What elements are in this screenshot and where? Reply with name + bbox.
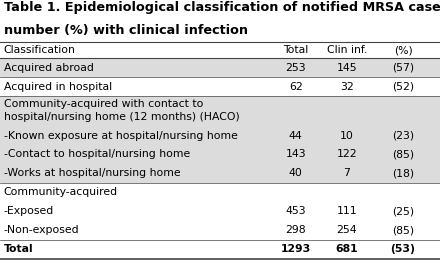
Text: (%): (%) [394, 45, 412, 55]
Text: 10: 10 [340, 131, 354, 140]
Text: -Non-exposed: -Non-exposed [4, 225, 79, 235]
Text: (52): (52) [392, 82, 414, 92]
Text: 7: 7 [343, 169, 350, 178]
Text: 111: 111 [337, 207, 357, 216]
Text: Classification: Classification [4, 45, 75, 55]
Text: 254: 254 [337, 225, 357, 235]
Text: 40: 40 [289, 169, 303, 178]
Text: Acquired in hospital: Acquired in hospital [4, 82, 112, 92]
Text: Community-acquired with contact to
hospital/nursing home (12 months) (HACO): Community-acquired with contact to hospi… [4, 99, 239, 122]
Text: (18): (18) [392, 169, 414, 178]
Text: 681: 681 [335, 244, 358, 254]
Text: 145: 145 [337, 63, 357, 73]
Text: Community-acquired: Community-acquired [4, 188, 117, 197]
Text: 32: 32 [340, 82, 354, 92]
Bar [0, 164, 440, 183]
Text: -Works at hospital/nursing home: -Works at hospital/nursing home [4, 169, 180, 178]
Text: (57): (57) [392, 63, 414, 73]
Text: 62: 62 [289, 82, 303, 92]
Bar [0, 58, 440, 77]
Text: 44: 44 [289, 131, 303, 140]
Text: Acquired abroad: Acquired abroad [4, 63, 93, 73]
Text: 143: 143 [286, 150, 306, 159]
Text: Table 1. Epidemiological classification of notified MRSA cases and: Table 1. Epidemiological classification … [4, 1, 440, 14]
Text: 453: 453 [286, 207, 306, 216]
Text: 1293: 1293 [281, 244, 311, 254]
Text: number (%) with clinical infection: number (%) with clinical infection [4, 24, 248, 37]
Bar [0, 145, 440, 164]
Text: (25): (25) [392, 207, 414, 216]
Text: -Exposed: -Exposed [4, 207, 54, 216]
Text: 298: 298 [286, 225, 306, 235]
Text: (85): (85) [392, 225, 414, 235]
Text: (53): (53) [391, 244, 415, 254]
Text: Clin inf.: Clin inf. [326, 45, 367, 55]
Text: -Known exposure at hospital/nursing home: -Known exposure at hospital/nursing home [4, 131, 238, 140]
Text: Total: Total [4, 244, 33, 254]
Text: Total: Total [283, 45, 308, 55]
Text: (85): (85) [392, 150, 414, 159]
Text: -Contact to hospital/nursing home: -Contact to hospital/nursing home [4, 150, 190, 159]
Text: 253: 253 [286, 63, 306, 73]
Bar [0, 96, 440, 126]
Text: 122: 122 [337, 150, 357, 159]
Text: (23): (23) [392, 131, 414, 140]
Bar [0, 126, 440, 145]
